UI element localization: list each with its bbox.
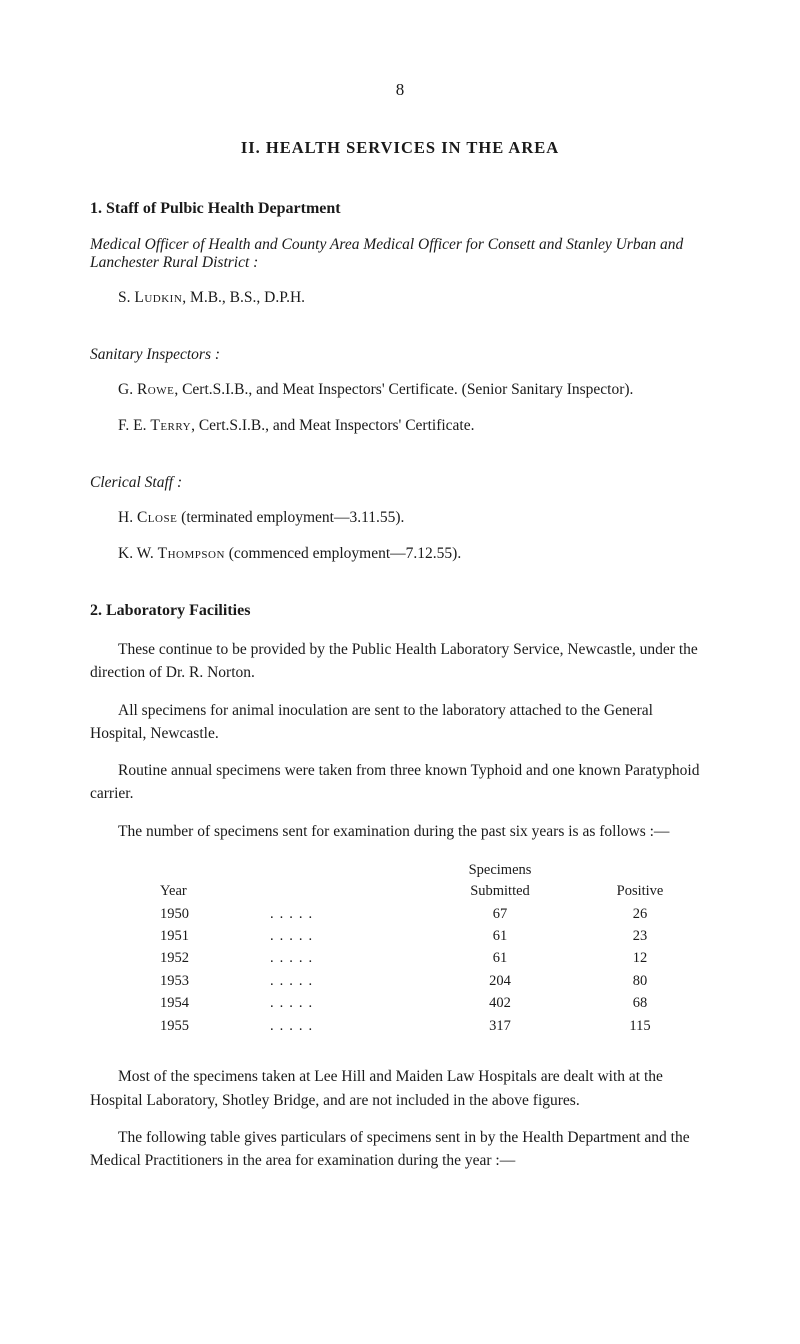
- inspector2: F. E. Terry, Cert.S.I.B., and Meat Inspe…: [118, 414, 710, 438]
- cell-year: 1952: [90, 947, 270, 969]
- cell-year: 1951: [90, 925, 270, 947]
- name-close: Close: [137, 509, 177, 526]
- section2-para6: The following table gives particulars of…: [90, 1126, 710, 1173]
- cell-dots: .....: [270, 1015, 430, 1037]
- table-row: 1950.....6726: [90, 903, 710, 925]
- inspector1: G. Rowe, Cert.S.I.B., and Meat Inspector…: [118, 378, 710, 402]
- cell-year: 1950: [90, 903, 270, 925]
- page-number: 8: [90, 80, 710, 100]
- table-header2: Year Submitted Positive: [90, 882, 710, 901]
- clerical-label: Clerical Staff :: [90, 474, 710, 492]
- staff-line: S. Ludkin, M.B., B.S., D.P.H.: [118, 286, 710, 310]
- cell-pos: 115: [570, 1015, 710, 1037]
- cell-spec: 317: [430, 1015, 570, 1037]
- header-positive-blank: [570, 861, 710, 880]
- section1-subtitle: Medical Officer of Health and County Are…: [90, 236, 710, 272]
- clerical1: H. Close (terminated employment—3.11.55)…: [118, 506, 710, 530]
- table-row: 1951.....6123: [90, 925, 710, 947]
- section2-heading: 2. Laboratory Facilities: [90, 602, 710, 620]
- section2-para1: These continue to be provided by the Pub…: [90, 638, 710, 685]
- cell-year: 1953: [90, 970, 270, 992]
- table-row: 1955.....317115: [90, 1015, 710, 1037]
- header-specimens: Specimens: [430, 861, 570, 880]
- header-submitted: Submitted: [430, 882, 570, 901]
- name-thompson: Thompson: [158, 545, 225, 562]
- section1-heading: 1. Staff of Pulbic Health Department: [90, 200, 710, 218]
- name-terry: Terry: [150, 417, 191, 434]
- cell-pos: 12: [570, 947, 710, 969]
- header-dots-blank: [270, 861, 430, 880]
- section2-para3: Routine annual specimens were taken from…: [90, 759, 710, 806]
- cell-pos: 80: [570, 970, 710, 992]
- header-positive: Positive: [570, 882, 710, 901]
- table-row: 1952.....6112: [90, 947, 710, 969]
- cell-spec: 67: [430, 903, 570, 925]
- cell-spec: 204: [430, 970, 570, 992]
- cell-dots: .....: [270, 992, 430, 1014]
- cell-dots: .....: [270, 903, 430, 925]
- cell-dots: .....: [270, 970, 430, 992]
- table-row: 1954.....40268: [90, 992, 710, 1014]
- inspectors-label: Sanitary Inspectors :: [90, 346, 710, 364]
- clerical2: K. W. Thompson (commenced employment—7.1…: [118, 542, 710, 566]
- header-year: Year: [90, 882, 270, 901]
- section2-para5: Most of the specimens taken at Lee Hill …: [90, 1065, 710, 1112]
- cell-spec: 402: [430, 992, 570, 1014]
- cell-pos: 26: [570, 903, 710, 925]
- name-ludkin: Ludkin: [134, 289, 182, 306]
- cell-year: 1954: [90, 992, 270, 1014]
- header-year-blank: [90, 861, 270, 880]
- cell-spec: 61: [430, 947, 570, 969]
- main-heading: II. HEALTH SERVICES IN THE AREA: [90, 138, 710, 158]
- cell-pos: 68: [570, 992, 710, 1014]
- name-rowe: Rowe: [137, 381, 174, 398]
- section2-para4: The number of specimens sent for examina…: [90, 820, 710, 843]
- cell-dots: .....: [270, 925, 430, 947]
- cell-year: 1955: [90, 1015, 270, 1037]
- section2-para2: All specimens for animal inoculation are…: [90, 699, 710, 746]
- table-header: Specimens: [90, 861, 710, 880]
- specimens-table: Specimens Year Submitted Positive 1950..…: [90, 861, 710, 1038]
- page: 8 II. HEALTH SERVICES IN THE AREA 1. Sta…: [0, 0, 800, 1246]
- table-row: 1953.....20480: [90, 970, 710, 992]
- header-dots-blank2: [270, 882, 430, 901]
- cell-dots: .....: [270, 947, 430, 969]
- cell-spec: 61: [430, 925, 570, 947]
- cell-pos: 23: [570, 925, 710, 947]
